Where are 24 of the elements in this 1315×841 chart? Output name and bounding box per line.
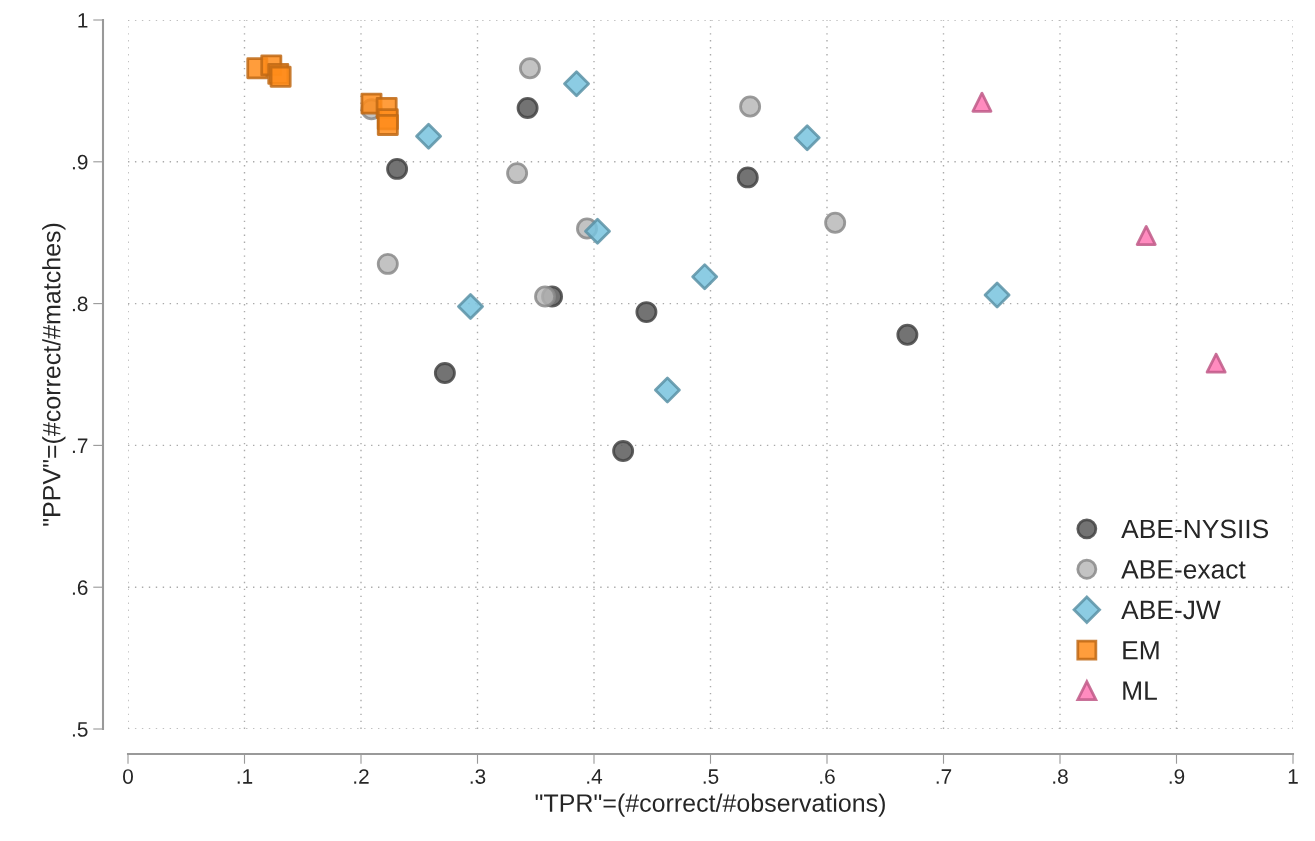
x-axis-title: "TPR"=(#correct/#observations) (535, 793, 885, 817)
y-axis-title: "PPV"=(#correct/#matches) (42, 223, 66, 526)
legend-label: ABE-JW (1121, 600, 1221, 620)
x-tick-label: .2 (354, 769, 369, 784)
x-tick-label: 1 (1288, 769, 1298, 784)
x-tick-label: .6 (820, 769, 835, 784)
y-tick-label: .8 (72, 296, 88, 312)
y-tick-label: 1 (78, 13, 88, 28)
y-tick-label: .5 (72, 722, 88, 737)
x-tick-label: .7 (936, 769, 952, 784)
x-tick-label: .8 (1053, 769, 1068, 784)
legend-label: ABE-NYSIIS (1121, 519, 1269, 539)
y-tick-label: .7 (72, 438, 88, 453)
legend-label: ML (1123, 681, 1157, 700)
x-tick-label: .9 (1169, 769, 1185, 784)
legend-label: EM (1123, 641, 1159, 660)
x-tick-label: .4 (587, 769, 603, 784)
x-tick-label: .5 (703, 769, 719, 784)
x-tick-label: .1 (237, 769, 253, 784)
x-tick-label: .3 (470, 769, 486, 784)
y-tick-label: .6 (72, 580, 88, 595)
x-tick-label: 0 (123, 769, 133, 784)
y-tick-label: .9 (72, 154, 88, 170)
legend-label: ABE-exact (1121, 560, 1246, 579)
